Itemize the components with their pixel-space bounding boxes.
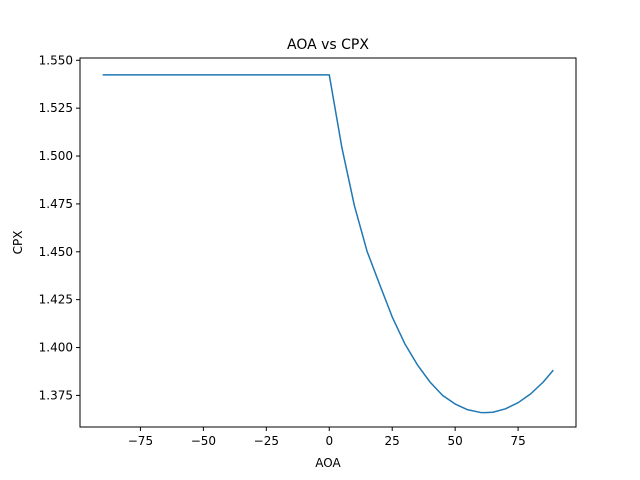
x-tick-label: 50 xyxy=(448,434,463,448)
y-tick-label: 1.525 xyxy=(39,101,73,115)
y-tick-label: 1.425 xyxy=(39,293,73,307)
y-tick-label: 1.375 xyxy=(39,388,73,402)
y-axis: 1.375 1.400 1.425 1.450 1.475 1.500 1.525 1.550 xyxy=(39,53,80,402)
x-axis: −75 −50 −25 0 25 50 75 xyxy=(128,427,526,448)
x-tick-label: 75 xyxy=(510,434,525,448)
axes-frame xyxy=(79,57,577,428)
y-tick-label: 1.400 xyxy=(39,341,73,355)
x-axis-title: AOA xyxy=(315,456,341,470)
x-tick-label: −50 xyxy=(191,434,216,448)
chart-title: AOA vs CPX xyxy=(287,37,369,53)
x-tick-label: −75 xyxy=(128,434,153,448)
x-tick-label: 0 xyxy=(325,434,333,448)
series-line xyxy=(102,74,554,414)
x-tick-label: 25 xyxy=(385,434,400,448)
y-tick-label: 1.500 xyxy=(39,149,73,163)
plot-area xyxy=(79,57,577,428)
y-tick-label: 1.550 xyxy=(39,53,73,67)
x-tick-label: −25 xyxy=(254,434,279,448)
y-tick-label: 1.450 xyxy=(39,245,73,259)
y-axis-title: CPX xyxy=(11,231,25,255)
y-tick-label: 1.475 xyxy=(39,197,73,211)
